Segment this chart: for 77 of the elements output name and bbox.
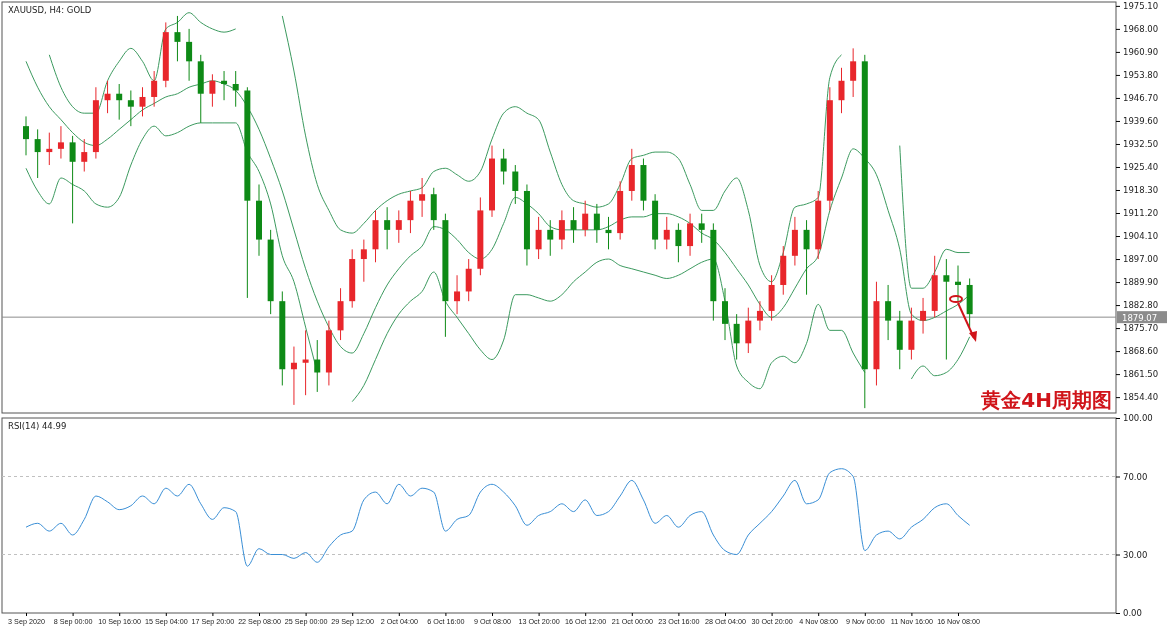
y-tick-label: 70.00	[1123, 471, 1148, 482]
candlestick	[360, 239, 367, 283]
candlestick	[407, 190, 414, 234]
candlestick	[850, 47, 857, 98]
y-tick-label: 1975.10	[1123, 1, 1159, 12]
candlestick	[687, 213, 694, 257]
y-tick-label: 1932.50	[1123, 139, 1159, 150]
candlestick	[23, 115, 29, 156]
candlestick	[885, 284, 892, 341]
y-tick-label: 1882.80	[1123, 300, 1159, 311]
candlestick	[465, 258, 472, 302]
ref-line-label: 1879.07	[1122, 312, 1158, 323]
candlestick	[395, 209, 402, 244]
candlestick	[104, 80, 111, 114]
candlestick	[698, 213, 705, 244]
candlestick	[221, 70, 228, 101]
y-tick-label: 1868.60	[1123, 346, 1159, 357]
candlestick	[57, 125, 64, 160]
y-tick-label: 1939.60	[1123, 116, 1159, 127]
candlestick	[756, 300, 763, 331]
candlestick	[500, 148, 507, 185]
y-tick-label: 1918.30	[1123, 185, 1159, 196]
y-tick-label: 1911.20	[1123, 208, 1159, 219]
candlestick	[920, 297, 927, 335]
y-tick-label: 1854.40	[1123, 392, 1159, 403]
candlestick	[547, 219, 554, 257]
candlestick	[290, 346, 297, 406]
y-tick-label: 100.00	[1123, 413, 1153, 424]
candlestick	[535, 216, 542, 260]
candlestick	[582, 200, 589, 237]
candlestick	[116, 83, 123, 121]
y-tick-label: 1946.70	[1123, 93, 1159, 104]
candlestick	[151, 70, 158, 108]
candlestick	[838, 67, 845, 114]
y-tick-label: 1925.40	[1123, 162, 1159, 173]
candlestick	[174, 15, 181, 62]
candlestick	[69, 135, 76, 224]
candlestick	[558, 209, 565, 250]
y-tick-label: 0.00	[1123, 608, 1142, 619]
y-tick-label: 1875.70	[1123, 323, 1159, 334]
y-tick-label: 30.00	[1123, 549, 1148, 560]
chart-title: RSI(14) 44.99	[8, 421, 67, 431]
candlestick	[512, 164, 519, 205]
candlestick	[593, 203, 600, 244]
candlestick	[605, 216, 612, 250]
candlestick	[302, 329, 309, 396]
candlestick	[81, 138, 88, 173]
candlestick	[384, 206, 391, 250]
y-tick-label: 1953.80	[1123, 70, 1159, 81]
candlestick	[943, 258, 950, 361]
candlestick	[232, 70, 239, 108]
candlestick	[46, 132, 53, 166]
candlestick	[419, 177, 426, 218]
candlestick	[955, 265, 961, 302]
candlestick	[733, 313, 740, 361]
y-tick-label: 1897.00	[1123, 254, 1159, 265]
text: 黄金4H周期图	[980, 388, 1112, 412]
line-series	[25, 468, 971, 567]
candlestick	[186, 28, 193, 82]
candlestick	[675, 222, 682, 263]
candlestick	[314, 339, 321, 393]
y-tick-label: 1968.00	[1123, 24, 1159, 35]
candlestick	[127, 89, 134, 127]
candlestick	[803, 219, 810, 296]
candlestick	[663, 216, 670, 250]
candlestick	[722, 287, 728, 341]
y-tick-label: 1904.10	[1123, 231, 1159, 242]
chart-title: XAUUSD, H4: GOLD	[8, 5, 92, 15]
candlestick	[454, 274, 461, 315]
candlestick	[34, 128, 41, 179]
candlestick	[209, 73, 216, 108]
y-tick-label: 1960.90	[1123, 47, 1159, 58]
y-tick-label: 1889.90	[1123, 277, 1159, 288]
candlestick	[139, 86, 146, 117]
candlestick	[570, 206, 577, 244]
candlestick	[745, 307, 752, 354]
y-tick-label: 1861.50	[1123, 369, 1159, 380]
